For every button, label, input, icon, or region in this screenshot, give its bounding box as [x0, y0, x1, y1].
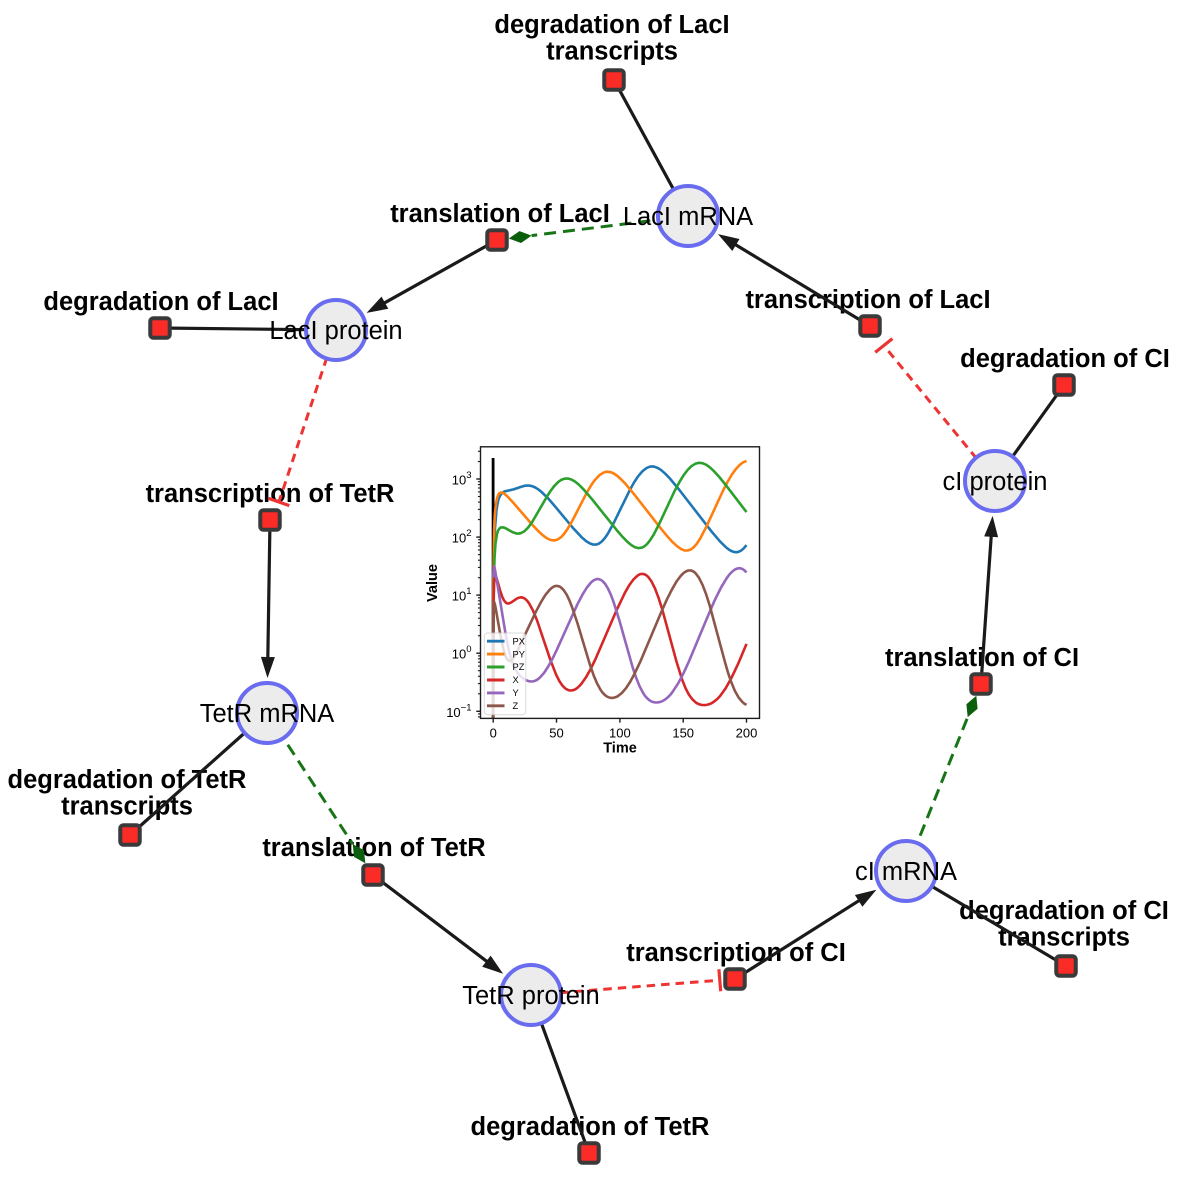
svg-text:degradation of TetR: degradation of TetR	[471, 1113, 710, 1141]
svg-text:PX: PX	[513, 636, 525, 646]
svg-text:Z: Z	[513, 701, 519, 711]
svg-text:Y: Y	[513, 688, 519, 698]
svg-text:cI mRNA: cI mRNA	[855, 858, 957, 886]
svg-text:degradation of CI: degradation of CI	[959, 897, 1169, 925]
svg-text:Time: Time	[603, 741, 637, 757]
svg-text:LacI protein: LacI protein	[269, 317, 402, 345]
svg-text:PZ: PZ	[513, 662, 525, 672]
svg-text:200: 200	[736, 726, 758, 741]
svg-text:degradation of TetR: degradation of TetR	[8, 766, 247, 794]
svg-text:degradation of CI: degradation of CI	[960, 345, 1170, 373]
svg-text:150: 150	[672, 726, 694, 741]
svg-text:PY: PY	[513, 649, 525, 659]
svg-text:Value: Value	[425, 564, 441, 602]
svg-text:TetR protein: TetR protein	[462, 982, 600, 1010]
svg-text:degradation of LacI: degradation of LacI	[494, 11, 729, 39]
svg-text:TetR mRNA: TetR mRNA	[200, 700, 335, 728]
svg-text:0: 0	[490, 726, 497, 741]
svg-text:transcription of TetR: transcription of TetR	[146, 480, 395, 508]
svg-text:transcription of LacI: transcription of LacI	[745, 286, 990, 314]
svg-text:degradation of LacI: degradation of LacI	[43, 288, 278, 316]
svg-text:50: 50	[549, 726, 563, 741]
svg-text:X: X	[513, 675, 519, 685]
svg-text:transcripts: transcripts	[546, 38, 678, 66]
svg-text:transcription of CI: transcription of CI	[626, 939, 846, 967]
svg-text:cI protein: cI protein	[943, 468, 1048, 496]
svg-text:translation of LacI: translation of LacI	[390, 200, 610, 228]
svg-text:100: 100	[609, 726, 631, 741]
svg-text:translation of TetR: translation of TetR	[262, 834, 485, 862]
svg-text:LacI mRNA: LacI mRNA	[623, 203, 753, 231]
